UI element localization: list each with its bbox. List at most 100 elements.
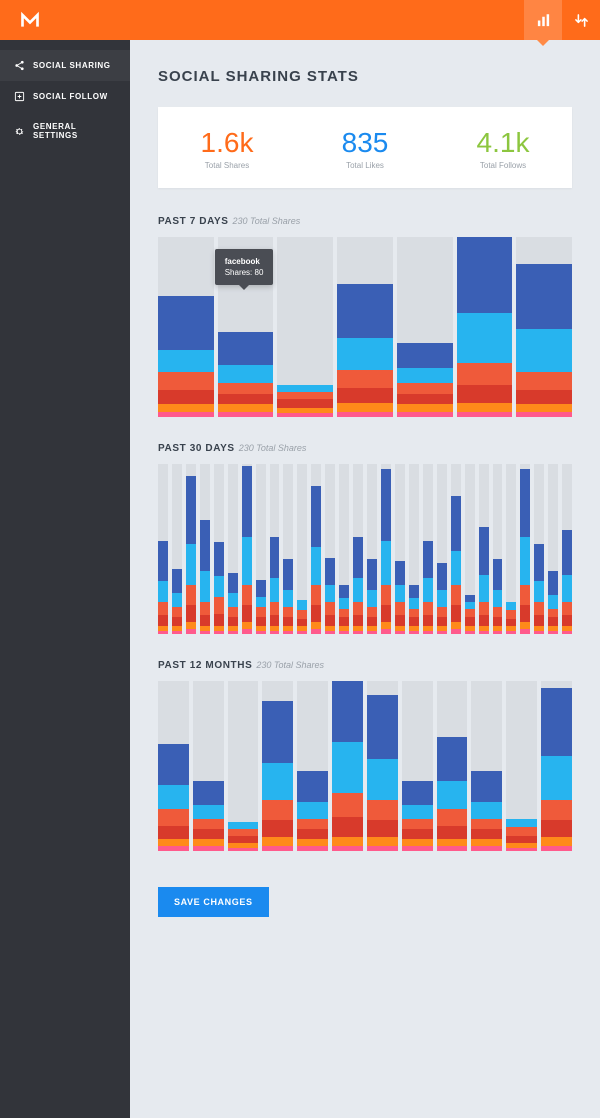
bar[interactable] bbox=[516, 237, 572, 417]
bar-segment bbox=[270, 578, 280, 602]
bar[interactable] bbox=[397, 237, 453, 417]
bar-segment bbox=[186, 476, 196, 544]
main-row: SOCIAL SHARINGSOCIAL FOLLOWGENERAL SETTI… bbox=[0, 40, 600, 1118]
bar-segment bbox=[562, 575, 572, 602]
bar[interactable] bbox=[256, 464, 266, 634]
bar[interactable] bbox=[471, 681, 502, 851]
bar-segment bbox=[270, 602, 280, 616]
bar[interactable] bbox=[228, 464, 238, 634]
bar-segment bbox=[457, 403, 513, 412]
bar[interactable] bbox=[465, 464, 475, 634]
chart-title-text: PAST 12 MONTHS bbox=[158, 660, 252, 671]
bar-segment bbox=[297, 600, 307, 610]
bar[interactable] bbox=[228, 681, 259, 851]
bar-segment bbox=[325, 631, 335, 634]
bar-segment bbox=[297, 631, 307, 634]
bar[interactable] bbox=[186, 464, 196, 634]
bar-segment bbox=[214, 597, 224, 614]
bar[interactable] bbox=[200, 464, 210, 634]
bar[interactable] bbox=[395, 464, 405, 634]
bar[interactable] bbox=[437, 464, 447, 634]
bar-segment bbox=[548, 631, 558, 634]
bar-segment bbox=[471, 846, 502, 851]
bar[interactable] bbox=[242, 464, 252, 634]
bar[interactable] bbox=[520, 464, 530, 634]
bar[interactable] bbox=[158, 237, 214, 417]
bar[interactable] bbox=[437, 681, 468, 851]
bar-segment bbox=[172, 593, 182, 607]
bar[interactable] bbox=[193, 681, 224, 851]
bar-segment bbox=[409, 598, 419, 608]
bar-segment bbox=[158, 296, 214, 350]
bar[interactable] bbox=[457, 237, 513, 417]
bar-segment bbox=[311, 605, 321, 622]
sidebar-item-general-settings[interactable]: GENERAL SETTINGS bbox=[0, 112, 130, 150]
bar-segment bbox=[158, 846, 189, 851]
bar-segment bbox=[218, 365, 274, 383]
bar[interactable] bbox=[214, 464, 224, 634]
bar-segment bbox=[193, 781, 224, 805]
bar-segment bbox=[465, 602, 475, 609]
bar-segment bbox=[214, 576, 224, 596]
bar[interactable] bbox=[337, 237, 393, 417]
bar[interactable] bbox=[402, 681, 433, 851]
bar[interactable] bbox=[172, 464, 182, 634]
sidebar-item-social-sharing[interactable]: SOCIAL SHARING bbox=[0, 50, 130, 81]
bar-segment bbox=[242, 605, 252, 622]
bar[interactable] bbox=[297, 681, 328, 851]
bar[interactable] bbox=[353, 464, 363, 634]
bar-segment bbox=[367, 820, 398, 837]
stats-icon[interactable] bbox=[524, 0, 562, 40]
bar[interactable] bbox=[158, 681, 189, 851]
chart-subtitle: 230 Total Shares bbox=[233, 216, 301, 226]
bar-segment bbox=[437, 737, 468, 781]
bar-segment bbox=[423, 631, 433, 634]
bar[interactable] bbox=[451, 464, 461, 634]
bar[interactable] bbox=[541, 681, 572, 851]
stat-label: Total Follows bbox=[434, 161, 572, 170]
bar[interactable] bbox=[534, 464, 544, 634]
transfer-icon[interactable] bbox=[562, 0, 600, 40]
bar-segment bbox=[562, 602, 572, 616]
bar-segment bbox=[367, 759, 398, 800]
bar[interactable] bbox=[277, 237, 333, 417]
bar[interactable] bbox=[262, 681, 293, 851]
bar[interactable] bbox=[423, 464, 433, 634]
bar-segment bbox=[277, 392, 333, 399]
bar-segment bbox=[158, 541, 168, 582]
bar-segment bbox=[423, 615, 433, 625]
bar[interactable] bbox=[325, 464, 335, 634]
bar[interactable] bbox=[311, 464, 321, 634]
bar[interactable] bbox=[283, 464, 293, 634]
bar-segment bbox=[471, 802, 502, 819]
bar-segment bbox=[311, 629, 321, 634]
bar[interactable] bbox=[562, 464, 572, 634]
bar[interactable] bbox=[548, 464, 558, 634]
bar[interactable] bbox=[493, 464, 503, 634]
bar[interactable] bbox=[367, 681, 398, 851]
bar-segment bbox=[402, 846, 433, 851]
bar-segment bbox=[277, 399, 333, 408]
bar[interactable] bbox=[506, 464, 516, 634]
bar-segment bbox=[337, 412, 393, 417]
bar-segment bbox=[256, 607, 266, 617]
logo[interactable] bbox=[0, 0, 130, 40]
save-button[interactable]: SAVE CHANGES bbox=[158, 887, 269, 917]
bar-segment bbox=[516, 264, 572, 329]
bar-segment bbox=[516, 390, 572, 404]
bar[interactable] bbox=[409, 464, 419, 634]
bar[interactable] bbox=[158, 464, 168, 634]
bar[interactable] bbox=[297, 464, 307, 634]
bar[interactable] bbox=[381, 464, 391, 634]
bar[interactable] bbox=[479, 464, 489, 634]
chart-section-1: PAST 30 DAYS230 Total Shares bbox=[158, 443, 572, 634]
bar-segment bbox=[186, 585, 196, 605]
bar[interactable] bbox=[339, 464, 349, 634]
bar-segment bbox=[395, 602, 405, 616]
bar-segment bbox=[283, 559, 293, 590]
sidebar-item-social-follow[interactable]: SOCIAL FOLLOW bbox=[0, 81, 130, 112]
bar[interactable] bbox=[367, 464, 377, 634]
bar[interactable] bbox=[506, 681, 537, 851]
bar[interactable] bbox=[332, 681, 363, 851]
bar[interactable] bbox=[270, 464, 280, 634]
